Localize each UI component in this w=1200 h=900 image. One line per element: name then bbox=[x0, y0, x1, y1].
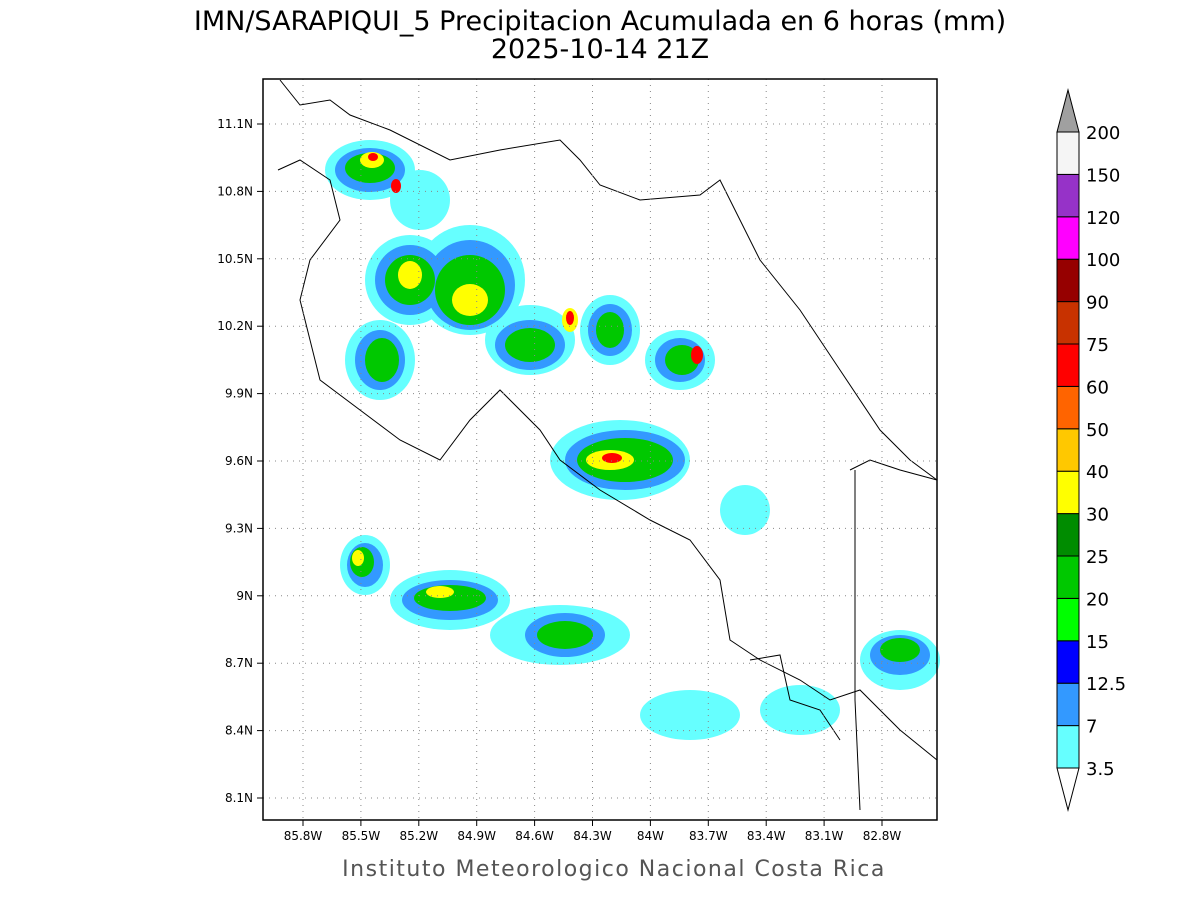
colorbar-segment bbox=[1056, 343, 1080, 387]
footer: Instituto Meteorologico Nacional Costa R… bbox=[342, 857, 886, 882]
colorbar-label: 100 bbox=[1086, 250, 1120, 271]
lat-tick-label: 9.3N bbox=[225, 521, 253, 535]
lat-tick-label: 8.1N bbox=[225, 791, 253, 805]
colorbar-label: 60 bbox=[1086, 377, 1109, 398]
colorbar-segment bbox=[1056, 173, 1080, 218]
lat-tick-label: 9N bbox=[236, 589, 253, 603]
colorbar-label: 12.5 bbox=[1086, 674, 1126, 695]
lat-tick-label: 10.5N bbox=[217, 252, 253, 266]
lon-tick-label: 84W bbox=[637, 829, 664, 843]
lat-tick-label: 8.4N bbox=[225, 724, 253, 738]
lon-tick-label: 85.2W bbox=[400, 829, 439, 843]
lat-tick-label: 8.7N bbox=[225, 656, 253, 670]
lon-tick-label: 84.6W bbox=[515, 829, 554, 843]
title: IMN/SARAPIQUI_5 Precipitacion Acumulada … bbox=[194, 6, 1006, 37]
lon-tick-label: 84.9W bbox=[457, 829, 496, 843]
colorbar-label: 15 bbox=[1086, 632, 1109, 653]
lat-tick-label: 9.9N bbox=[225, 387, 253, 401]
lat-tick-label: 10.8N bbox=[217, 184, 253, 198]
lon-tick-label: 83.7W bbox=[689, 829, 728, 843]
colorbar: 3.5 7 12.5 15 20 25 30 40 50 60 75 90 100 120 150 200 bbox=[1056, 88, 1126, 812]
colorbar-segment bbox=[1056, 555, 1080, 599]
colorbar-segment bbox=[1056, 385, 1080, 430]
lon-tick-label: 82.8W bbox=[863, 829, 902, 843]
colorbar-label: 25 bbox=[1086, 547, 1109, 568]
colorbar-segment bbox=[1056, 216, 1080, 260]
lat-tick-label: 10.2N bbox=[217, 319, 253, 333]
lat-tick-label: 11.1N bbox=[217, 117, 253, 131]
lon-tick-label: 84.3W bbox=[573, 829, 612, 843]
colorbar-segment bbox=[1056, 301, 1080, 345]
colorbar-segment bbox=[1056, 131, 1080, 175]
coastline bbox=[277, 79, 938, 811]
colorbar-label: 20 bbox=[1086, 589, 1109, 610]
colorbar-segment bbox=[1056, 640, 1080, 684]
lon-tick-label: 83.1W bbox=[805, 829, 844, 843]
colorbar-label: 40 bbox=[1086, 462, 1109, 483]
graticule: 11.1N 10.8N 10.5N 10.2N 9.9N 9.6N 9.3N 9N 8.7N 8.… bbox=[217, 79, 937, 843]
colorbar-over bbox=[1056, 88, 1080, 133]
lat-tick-label: 9.6N bbox=[225, 454, 253, 468]
colorbar-label: 30 bbox=[1086, 505, 1109, 526]
colorbar-under bbox=[1056, 767, 1080, 812]
precipitation-field bbox=[325, 140, 940, 740]
subtitle: 2025-10-14 21Z bbox=[491, 34, 709, 65]
colorbar-label: 7 bbox=[1086, 717, 1097, 738]
colorbar-segment bbox=[1056, 597, 1080, 642]
lon-tick-label: 83.4W bbox=[747, 829, 786, 843]
colorbar-segment bbox=[1056, 470, 1080, 515]
colorbar-segment bbox=[1056, 513, 1080, 557]
colorbar-label: 200 bbox=[1086, 123, 1120, 144]
colorbar-segment bbox=[1056, 725, 1080, 769]
lon-tick-label: 85.5W bbox=[342, 829, 381, 843]
colorbar-segment bbox=[1056, 258, 1080, 303]
colorbar-segment bbox=[1056, 682, 1080, 727]
colorbar-label: 150 bbox=[1086, 165, 1120, 186]
colorbar-label: 90 bbox=[1086, 293, 1109, 314]
lon-tick-label: 85.8W bbox=[284, 829, 323, 843]
colorbar-label: 50 bbox=[1086, 420, 1109, 441]
colorbar-segment bbox=[1056, 428, 1080, 472]
colorbar-label: 75 bbox=[1086, 335, 1109, 356]
colorbar-label: 3.5 bbox=[1086, 759, 1115, 780]
map-frame bbox=[262, 78, 938, 821]
colorbar-label: 120 bbox=[1086, 208, 1120, 229]
